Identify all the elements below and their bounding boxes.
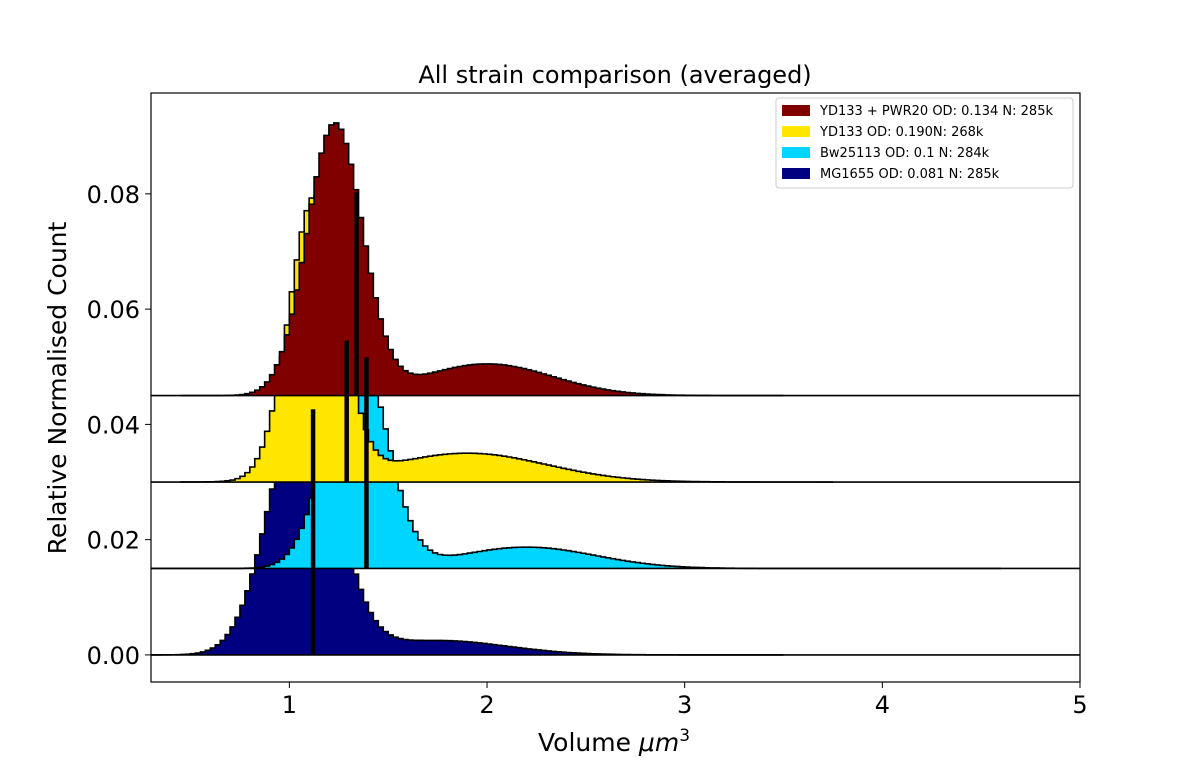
histogram-fill-bw25113-od-0-1-n-284k — [151, 345, 1001, 569]
y-tick-label: 0.02 — [87, 527, 140, 555]
legend-label: MG1655 OD: 0.081 N: 285k — [820, 167, 1000, 182]
x-axis: 1 2 3 4 5 — [282, 682, 1088, 719]
histogram-fill-yd133-pwr20-od-0-134-n-285k — [180, 122, 784, 396]
legend-label: Bw25113 OD: 0.1 N: 284k — [820, 146, 990, 161]
series-yd133-pwr20-od-0-134-n-285k — [151, 122, 1080, 397]
x-tick-label: 5 — [1072, 691, 1087, 719]
histogram-fill-yd133-od-0-190n-268k — [180, 195, 833, 483]
x-axis-label: Volume μm3 — [538, 726, 690, 757]
histogram-fill-mg1655-od-0-081-n-285k — [151, 399, 784, 655]
legend-swatch — [782, 126, 810, 137]
legend-entry: YD133 + PWR20 OD: 0.134 N: 285k — [782, 104, 1053, 119]
y-tick-label: 0.06 — [87, 296, 140, 324]
x-tick-label: 3 — [677, 691, 692, 719]
y-tick-label: 0.08 — [87, 181, 140, 209]
series-bw25113-od-0-1-n-284k — [151, 344, 1080, 570]
chart-title: All strain comparison (averaged) — [418, 61, 811, 89]
y-tick-label: 0.04 — [87, 411, 140, 439]
y-tick-label: 0.00 — [87, 642, 140, 670]
legend-label: YD133 + PWR20 OD: 0.134 N: 285k — [819, 104, 1053, 119]
legend-frame — [775, 97, 1074, 189]
y-axis-label: Relative Normalised Count — [43, 221, 72, 554]
plot-area — [151, 122, 1080, 656]
legend-entry: Bw25113 OD: 0.1 N: 284k — [782, 146, 990, 161]
x-tick-label: 1 — [282, 691, 297, 719]
legend-entry: MG1655 OD: 0.081 N: 285k — [782, 167, 1000, 182]
legend-entry: YD133 OD: 0.190N: 268k — [782, 125, 984, 140]
legend-swatch — [782, 147, 810, 158]
legend-swatch — [782, 168, 810, 179]
x-tick-label: 2 — [479, 691, 494, 719]
x-tick-label: 4 — [875, 691, 890, 719]
legend-swatch — [782, 105, 810, 116]
plot-frame — [150, 92, 1081, 683]
legend: YD133 + PWR20 OD: 0.134 N: 285k YD133 OD:… — [775, 97, 1074, 189]
y-axis: 0.00 0.02 0.04 0.06 0.08 — [87, 181, 151, 670]
legend-label: YD133 OD: 0.190N: 268k — [819, 125, 984, 140]
histogram-outline-yd133-pwr20-od-0-134-n-285k — [180, 122, 784, 397]
